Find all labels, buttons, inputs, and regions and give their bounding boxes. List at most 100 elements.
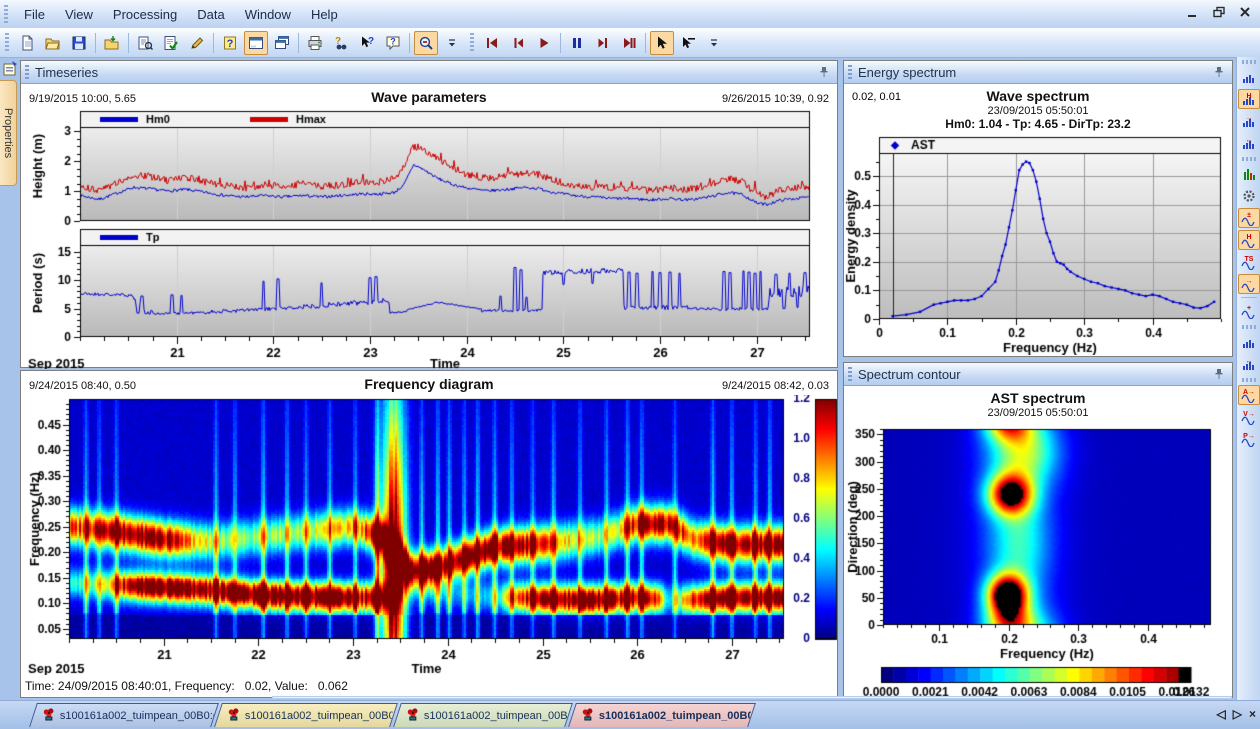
ast-spectrum-chart[interactable] bbox=[845, 421, 1233, 697]
zoom-out-button[interactable] bbox=[414, 30, 438, 55]
open-file-button[interactable] bbox=[41, 31, 65, 55]
chart-start-label: 9/19/2015 10:00, 5.65 bbox=[29, 93, 137, 105]
play-button[interactable] bbox=[532, 31, 556, 55]
toolbar-options-arrow-button[interactable] bbox=[702, 31, 726, 55]
restore-button[interactable] bbox=[1210, 3, 1228, 21]
pause-button[interactable] bbox=[565, 31, 589, 55]
document-tab-3[interactable]: s100161a002_tuimpean_00B0:curr bbox=[393, 703, 573, 727]
wave-spectrum-title: Wave spectrum bbox=[986, 88, 1090, 104]
search-help-button[interactable]: ? bbox=[329, 31, 353, 55]
histogram-plot-button[interactable] bbox=[1238, 67, 1260, 87]
splitter-strip[interactable] bbox=[272, 696, 1232, 699]
svg-text:?: ? bbox=[368, 36, 374, 47]
skip-end-button[interactable] bbox=[617, 31, 641, 55]
histogram-height-button[interactable]: H bbox=[1237, 89, 1260, 109]
menu-window[interactable]: Window bbox=[244, 6, 291, 22]
frequency-spectrogram-chart[interactable] bbox=[22, 395, 838, 675]
import-file-button[interactable] bbox=[100, 31, 124, 55]
spectrum-cursor-label: 0.02, 0.01 bbox=[852, 91, 901, 103]
next-tab-button[interactable]: ▷ bbox=[1232, 707, 1242, 721]
wave-parameters-title: Wave parameters bbox=[371, 89, 487, 105]
energy-spectrum-panel-header: Energy spectrum bbox=[844, 61, 1232, 84]
svg-text:A→: A→ bbox=[1242, 389, 1254, 396]
toolbar-options-arrow-button[interactable] bbox=[440, 31, 464, 55]
menu-file[interactable]: File bbox=[24, 6, 45, 22]
panel-grip[interactable] bbox=[848, 65, 852, 79]
edit-pen-button[interactable] bbox=[185, 31, 209, 55]
preview-report-button[interactable] bbox=[133, 31, 157, 55]
close-button[interactable] bbox=[1236, 3, 1254, 21]
wave-parameters-chart[interactable] bbox=[22, 105, 838, 369]
skip-start-button[interactable] bbox=[480, 31, 504, 55]
toolbar-grip[interactable] bbox=[1241, 325, 1256, 329]
svg-text:P→: P→ bbox=[1243, 433, 1255, 440]
timeseries-panel: Timeseries 9/19/2015 10:00, 5.65 Wave pa… bbox=[20, 60, 838, 369]
new-file-button[interactable] bbox=[15, 31, 39, 55]
prev-tab-button[interactable]: ◁ bbox=[1216, 707, 1226, 721]
pointer-track-button[interactable] bbox=[676, 31, 700, 55]
menu-help[interactable]: Help bbox=[310, 6, 338, 22]
panel-grip[interactable] bbox=[848, 367, 852, 381]
menu-data[interactable]: Data bbox=[197, 6, 225, 22]
close-tab-button[interactable]: × bbox=[1248, 707, 1256, 721]
toolbar-grip[interactable] bbox=[5, 32, 9, 53]
step-back-button[interactable] bbox=[506, 31, 530, 55]
document-tab-label: s100161a002_tuimpean_00B0:wave... bbox=[244, 709, 393, 722]
toolbar-grip[interactable] bbox=[1241, 157, 1256, 161]
properties-tab[interactable]: Properties bbox=[0, 80, 17, 186]
menu-processing[interactable]: Processing bbox=[112, 6, 178, 22]
pressure-series-button[interactable]: P→ bbox=[1238, 429, 1260, 449]
pin-icon[interactable] bbox=[1210, 63, 1228, 81]
wave-spectrum-chart[interactable] bbox=[845, 133, 1233, 355]
menu-grip[interactable] bbox=[4, 5, 8, 23]
properties-panel-icon[interactable] bbox=[2, 60, 19, 77]
frequency-diagram-caption-row: 9/24/2015 08:40, 0.50 Frequency diagram … bbox=[29, 376, 829, 392]
toolbar-grip[interactable] bbox=[470, 32, 474, 53]
histogram-2-button[interactable] bbox=[1238, 332, 1260, 352]
svg-text:→: → bbox=[1245, 278, 1252, 285]
context-help-button[interactable]: ? bbox=[355, 31, 379, 55]
document-tab-1[interactable]: s100161a002_tuimpean_00B0:curr(r... bbox=[29, 703, 219, 727]
print-button[interactable] bbox=[303, 31, 327, 55]
histogram-span-button[interactable]: ↔ bbox=[1238, 133, 1260, 153]
wave-crest-marker-button[interactable]: ± bbox=[1237, 208, 1260, 228]
toolbar-separator bbox=[128, 32, 129, 53]
save-file-button[interactable] bbox=[67, 31, 91, 55]
minimize-button[interactable] bbox=[1184, 3, 1202, 21]
histogram-step-button[interactable]: → bbox=[1238, 111, 1260, 131]
toolbar-grip[interactable] bbox=[1241, 60, 1256, 64]
wave-add-button[interactable]: + bbox=[1238, 301, 1260, 321]
processing-gear-button[interactable] bbox=[1238, 186, 1260, 206]
show-window-button[interactable] bbox=[244, 30, 268, 55]
step-forward-button[interactable] bbox=[591, 31, 615, 55]
chart-start-label: 9/24/2015 08:40, 0.50 bbox=[29, 380, 137, 392]
validate-data-button[interactable] bbox=[159, 31, 183, 55]
cursor-status-text: Time: 24/09/2015 08:40:01, Frequency: 0.… bbox=[25, 679, 348, 693]
menu-view[interactable]: View bbox=[64, 6, 93, 22]
histogram-span-2-button[interactable]: ↔ bbox=[1238, 354, 1260, 374]
pin-icon[interactable] bbox=[1210, 365, 1228, 383]
ast-series-button[interactable]: A→ bbox=[1237, 385, 1260, 405]
pin-icon[interactable] bbox=[815, 63, 833, 81]
pointer-select-button[interactable] bbox=[650, 30, 674, 55]
wave-height-marker-button[interactable]: H bbox=[1237, 230, 1260, 250]
energy-spectrum-panel: Energy spectrum 0.02, 0.01 Wave spectrum… bbox=[843, 60, 1233, 357]
wave-timeseries-button[interactable]: TS bbox=[1238, 252, 1260, 272]
wave-parameters-caption-row: 9/19/2015 10:00, 5.65 Wave parameters 9/… bbox=[29, 89, 829, 105]
svg-text:?: ? bbox=[390, 36, 396, 46]
velocity-series-button[interactable]: V→ bbox=[1238, 407, 1260, 427]
document-tab-2[interactable]: s100161a002_tuimpean_00B0:wave... bbox=[214, 703, 398, 727]
svg-text:→: → bbox=[1245, 115, 1252, 122]
about-help-button[interactable]: ? bbox=[381, 31, 405, 55]
cascade-windows-button[interactable] bbox=[270, 31, 294, 55]
panel-grip[interactable] bbox=[25, 65, 29, 79]
svg-text:?: ? bbox=[227, 38, 234, 50]
help-topics-button[interactable]: ? bbox=[218, 31, 242, 55]
spectrum-bars-button[interactable] bbox=[1238, 164, 1260, 184]
toolbar-grip[interactable] bbox=[1241, 378, 1256, 382]
document-tab-4[interactable]: s100161a002_tuimpean_00B0:w... bbox=[568, 703, 756, 727]
toolbar-separator bbox=[1240, 297, 1257, 298]
svg-text:?: ? bbox=[335, 36, 341, 47]
wave-step-button[interactable]: → bbox=[1237, 274, 1260, 294]
document-tab-label: s100161a002_tuimpean_00B0:curr bbox=[423, 709, 568, 722]
